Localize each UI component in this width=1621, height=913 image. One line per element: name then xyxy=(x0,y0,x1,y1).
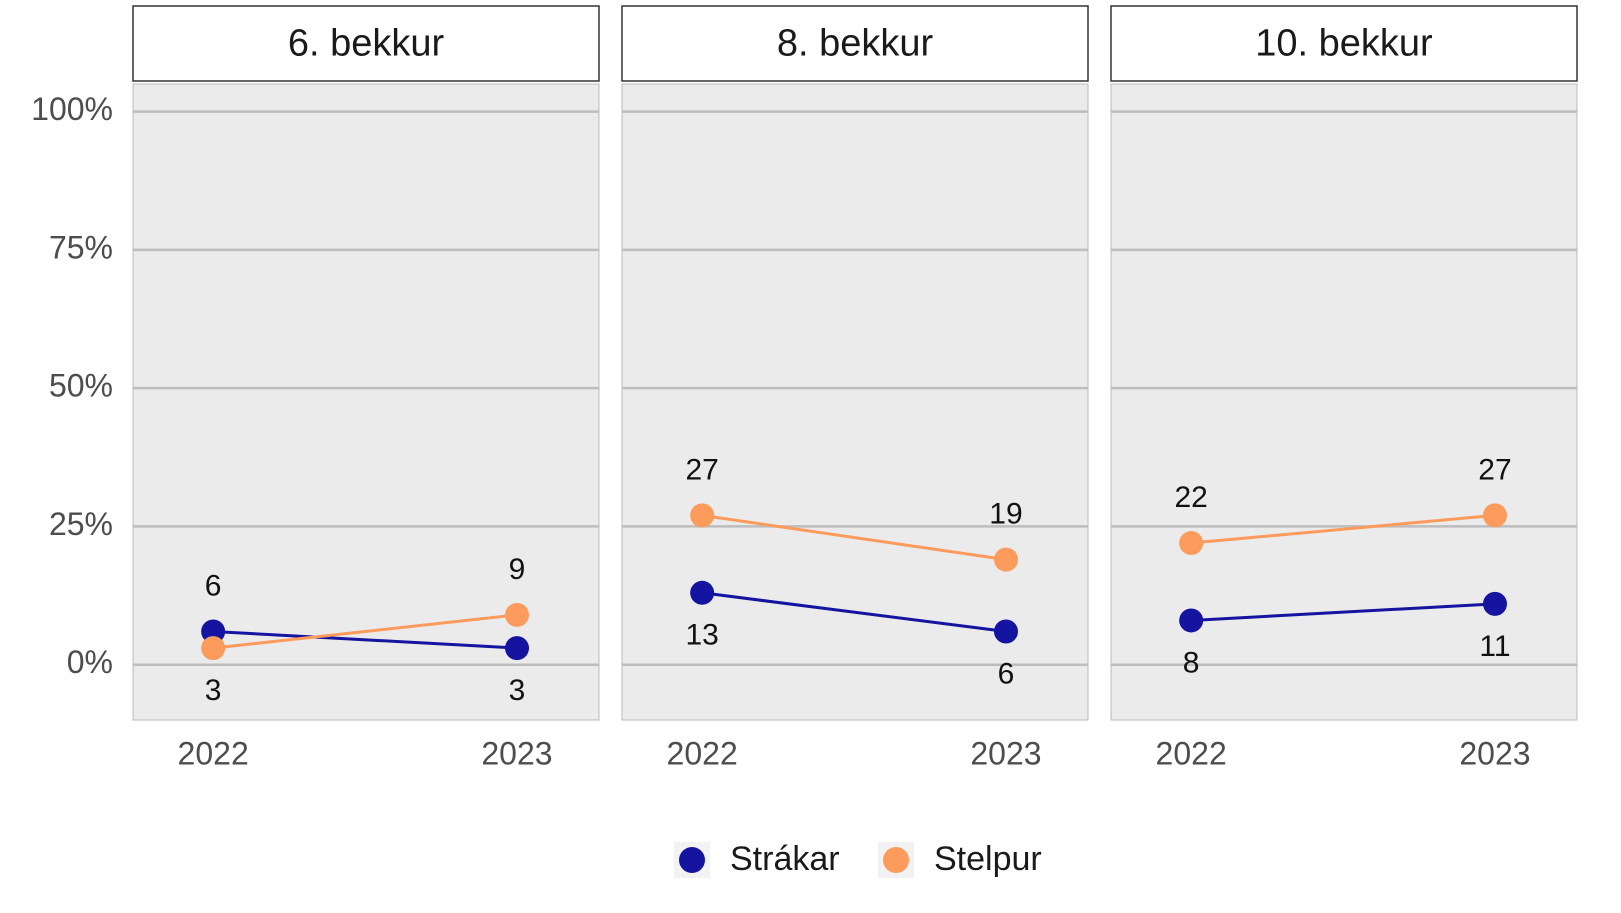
legend-label: Stelpur xyxy=(934,840,1042,878)
series-line xyxy=(1191,602,1496,622)
data-point xyxy=(504,602,529,627)
x-tick-label: 2023 xyxy=(1459,735,1530,771)
data-point xyxy=(1179,608,1204,633)
data-label: 3 xyxy=(509,674,526,707)
data-point xyxy=(1179,531,1204,556)
y-tick-label: 50% xyxy=(49,368,113,404)
y-tick-label: 25% xyxy=(49,506,113,542)
y-tick-label: 75% xyxy=(49,229,113,265)
x-tick-label: 2022 xyxy=(667,735,738,771)
series-line xyxy=(213,630,518,650)
data-point xyxy=(690,503,715,528)
panel-background xyxy=(132,83,600,721)
data-label: 11 xyxy=(1479,630,1510,663)
x-tick-label: 2022 xyxy=(1156,735,1227,771)
y-tick-label: 0% xyxy=(67,644,113,680)
data-label: 9 xyxy=(509,553,526,586)
x-tick-label: 2022 xyxy=(178,735,249,771)
series-line xyxy=(1191,513,1496,545)
facet-strip xyxy=(132,5,600,82)
legend-label: Strákar xyxy=(730,840,840,878)
data-label: 27 xyxy=(1478,453,1511,486)
series-line xyxy=(701,513,1007,562)
facet-title: 6. bekkur xyxy=(288,23,445,65)
data-point xyxy=(1482,503,1507,528)
data-point xyxy=(993,547,1018,572)
data-label: 27 xyxy=(685,453,718,486)
data-point xyxy=(690,580,715,605)
data-label: 6 xyxy=(205,569,222,602)
facet-strip xyxy=(621,5,1089,82)
data-label: 19 xyxy=(989,498,1022,531)
series-line xyxy=(701,591,1007,634)
legend-marker xyxy=(679,847,705,873)
data-point xyxy=(201,636,226,661)
panel-background xyxy=(621,83,1089,721)
facet-strip xyxy=(1110,5,1578,82)
data-point xyxy=(993,619,1018,644)
legend-marker xyxy=(883,847,909,873)
data-point xyxy=(201,619,226,644)
data-label: 8 xyxy=(1183,646,1200,679)
x-tick-label: 2023 xyxy=(481,735,552,771)
series-line xyxy=(212,613,518,650)
data-label: 3 xyxy=(205,674,222,707)
y-tick-label: 100% xyxy=(31,91,113,127)
data-point xyxy=(1482,591,1507,616)
data-label: 22 xyxy=(1174,481,1207,514)
data-label: 6 xyxy=(998,657,1015,690)
facet-title: 8. bekkur xyxy=(777,23,934,65)
data-label: 13 xyxy=(685,619,718,652)
facet-title: 10. bekkur xyxy=(1255,23,1433,65)
data-point xyxy=(504,636,529,661)
x-tick-label: 2023 xyxy=(970,735,1041,771)
